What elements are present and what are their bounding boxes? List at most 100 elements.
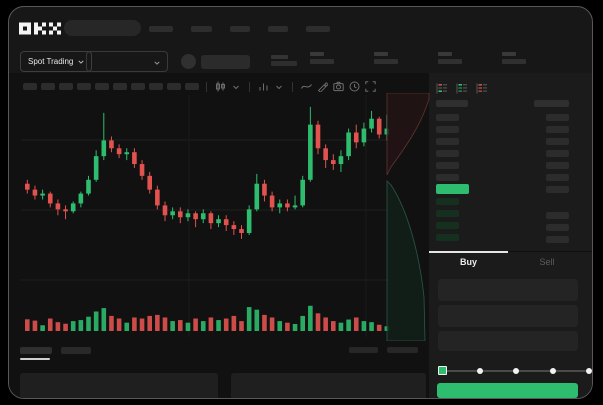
line-tool-icon[interactable] xyxy=(300,81,312,93)
tab-sell[interactable]: Sell xyxy=(539,257,555,267)
bottom-tab[interactable] xyxy=(61,347,91,354)
bottom-tab-active[interactable] xyxy=(20,347,52,354)
ask-row[interactable] xyxy=(546,114,569,121)
candle xyxy=(147,175,152,190)
timeframe-button[interactable] xyxy=(185,83,199,90)
ask-row[interactable] xyxy=(546,126,569,133)
nav-item-placeholder[interactable] xyxy=(149,26,173,32)
candle xyxy=(170,211,175,216)
indicators-icon[interactable] xyxy=(257,81,269,93)
slider-stop[interactable] xyxy=(586,368,592,374)
tab-buy[interactable]: Buy xyxy=(459,257,477,267)
chevron-down-icon[interactable] xyxy=(230,81,242,93)
candle xyxy=(32,189,38,196)
nav-item-placeholder[interactable] xyxy=(306,26,330,32)
volume-bar xyxy=(239,321,244,331)
price-input[interactable] xyxy=(438,279,578,301)
bid-row[interactable] xyxy=(436,210,459,217)
ask-row[interactable] xyxy=(546,212,569,219)
ask-row[interactable] xyxy=(546,162,569,169)
timeframe-button[interactable] xyxy=(113,83,127,90)
total-input[interactable] xyxy=(438,331,578,351)
book-bids-icon[interactable] xyxy=(456,81,468,99)
draw-icon[interactable] xyxy=(316,81,328,93)
pair-selector[interactable] xyxy=(86,51,168,72)
candle xyxy=(246,209,252,233)
ask-row[interactable] xyxy=(546,236,569,243)
ask-row[interactable] xyxy=(546,138,569,145)
volume-bar xyxy=(216,320,221,331)
timeframe-button[interactable] xyxy=(95,83,109,90)
slider-handle[interactable] xyxy=(438,366,447,375)
orderbook-mid-price[interactable] xyxy=(436,184,469,194)
ask-row[interactable] xyxy=(546,174,569,181)
ask-row[interactable] xyxy=(436,126,459,133)
amount-input[interactable] xyxy=(438,305,578,327)
volume-bar xyxy=(292,323,298,331)
ask-row[interactable] xyxy=(436,162,459,169)
slider-stop[interactable] xyxy=(549,368,556,374)
candle xyxy=(185,213,191,218)
ticker-stat xyxy=(438,52,462,64)
chevron-down-icon[interactable] xyxy=(273,81,285,93)
candle xyxy=(277,203,283,208)
candle xyxy=(262,183,267,196)
candle xyxy=(292,205,298,208)
volume-bar xyxy=(124,322,130,331)
candle xyxy=(376,118,382,135)
fullscreen-icon[interactable] xyxy=(364,81,376,93)
volume-bar xyxy=(369,322,374,331)
price-label-placeholder xyxy=(271,55,288,59)
chart-panel xyxy=(9,73,429,398)
timeframe-button[interactable] xyxy=(131,83,145,90)
ask-row[interactable] xyxy=(436,138,459,145)
nav-item-placeholder[interactable] xyxy=(191,26,212,32)
volume-bar xyxy=(269,317,275,331)
ticker-stat xyxy=(310,52,334,64)
volume-bar xyxy=(185,322,191,331)
search-input[interactable] xyxy=(64,20,141,36)
ask-row[interactable] xyxy=(436,174,459,181)
market-type-selector[interactable]: Spot Trading xyxy=(20,51,93,72)
chart-footer-control[interactable] xyxy=(387,347,418,353)
okx-logo[interactable] xyxy=(19,22,61,35)
timeframe-button[interactable] xyxy=(149,83,163,90)
timeframe-button[interactable] xyxy=(167,83,181,90)
buy-submit-button[interactable] xyxy=(437,383,578,398)
slider-stop[interactable] xyxy=(513,368,519,374)
candle xyxy=(86,179,91,194)
history-panel xyxy=(231,373,426,398)
candle xyxy=(155,189,160,206)
candle xyxy=(331,160,336,165)
volume-bar xyxy=(361,321,367,331)
ask-row[interactable] xyxy=(436,150,459,157)
timeframe-button[interactable] xyxy=(59,83,73,90)
candle xyxy=(208,213,214,224)
candle xyxy=(231,225,237,230)
bid-row[interactable] xyxy=(436,234,459,241)
candle xyxy=(78,193,84,204)
chart-footer-control[interactable] xyxy=(349,347,378,353)
ask-row[interactable] xyxy=(546,224,569,231)
slider-stop[interactable] xyxy=(476,368,483,374)
candle-type-icon[interactable] xyxy=(214,81,226,93)
ask-row[interactable] xyxy=(436,114,459,121)
bid-row[interactable] xyxy=(436,222,459,229)
ask-row[interactable] xyxy=(546,150,569,157)
timeframe-button[interactable] xyxy=(23,83,37,90)
timeframe-button[interactable] xyxy=(77,83,91,90)
volume-bar xyxy=(25,319,30,331)
bottom-tab-underline xyxy=(20,358,50,360)
clock-icon[interactable] xyxy=(348,81,360,93)
volume-bar xyxy=(338,322,344,331)
camera-icon[interactable] xyxy=(332,81,344,93)
nav-item-placeholder[interactable] xyxy=(230,26,250,32)
trade-tabs xyxy=(429,251,592,276)
timeframe-button[interactable] xyxy=(41,83,55,90)
bid-row[interactable] xyxy=(436,198,459,205)
book-all-icon[interactable] xyxy=(436,81,448,99)
ask-row[interactable] xyxy=(546,186,569,193)
book-asks-icon[interactable] xyxy=(476,81,488,99)
nav-item-placeholder[interactable] xyxy=(268,26,288,32)
candle xyxy=(55,203,61,210)
